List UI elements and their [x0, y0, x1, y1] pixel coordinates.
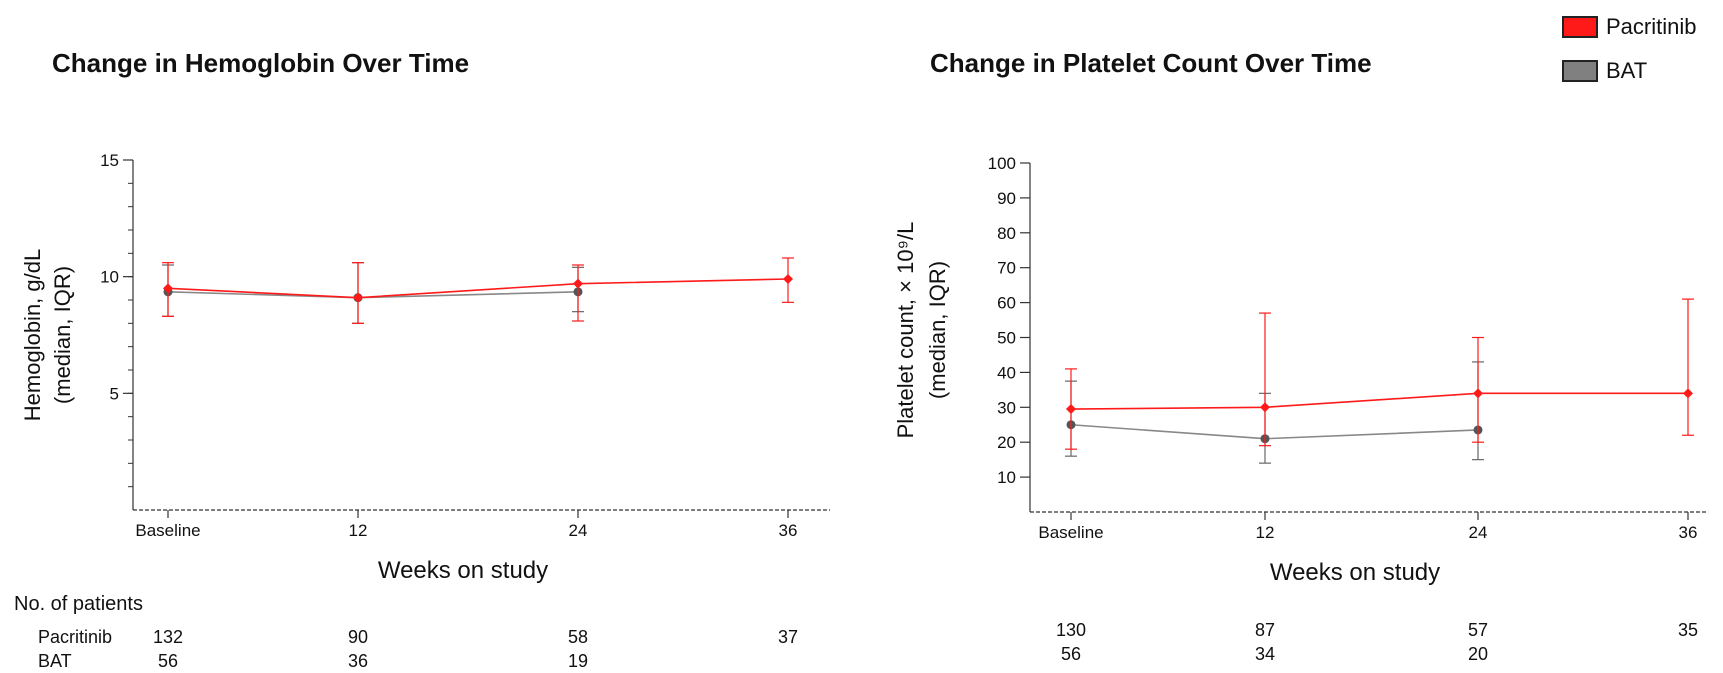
hb-pacritinib-point — [783, 274, 793, 284]
hb-patients-count: 58 — [568, 627, 588, 647]
plt-y-tick-label: 80 — [997, 224, 1016, 243]
plt-pacritinib-point — [1473, 388, 1483, 399]
plt-x-tick-label: 36 — [1679, 523, 1698, 542]
hb-x-tick-label: 12 — [349, 521, 368, 540]
hb-patients-count: 36 — [348, 651, 368, 671]
hb-patients-count: 56 — [158, 651, 178, 671]
hb-pacritinib-point — [353, 292, 363, 303]
hb-y-tick-label: 10 — [100, 268, 119, 287]
plt-patients-count: 130 — [1056, 620, 1086, 640]
plt-patients-count: 57 — [1468, 620, 1488, 640]
plt-patients-count: 35 — [1678, 620, 1698, 640]
patients-heading: No. of patients — [14, 593, 143, 615]
plt-x-axis-title: Weeks on study — [1270, 559, 1440, 586]
plt-x-tick-label: 12 — [1256, 523, 1275, 542]
plt-chart: 10 20 30 40 50 60 70 80 90 100 Baseline 12 24 36 Weeks… — [893, 154, 1708, 664]
hemoglobin-chart-title: Change in Hemoglobin Over Time — [52, 48, 470, 78]
plt-y-tick-label: 100 — [988, 154, 1016, 173]
hb-patients-count: 19 — [568, 651, 588, 671]
plt-patients-count: 56 — [1061, 644, 1081, 664]
plt-y-tick-label: 60 — [997, 294, 1016, 313]
plt-patients-count: 34 — [1255, 644, 1275, 664]
plt-patients-count: 20 — [1468, 644, 1488, 664]
plt-y-tick-label: 30 — [997, 398, 1016, 417]
hb-x-tick-label: Baseline — [135, 521, 200, 540]
plt-pacritinib-point — [1260, 402, 1270, 413]
hb-pacritinib-point — [163, 283, 173, 294]
hb-x-axis-title: Weeks on study — [378, 557, 548, 584]
hb-pacritinib-point — [573, 278, 583, 289]
legend: Pacritinib BAT — [1562, 12, 1696, 100]
hb-y-tick-label: 15 — [100, 151, 119, 170]
plt-x-tick-label: 24 — [1469, 523, 1488, 542]
hb-patients-row-label: Pacritinib — [38, 627, 112, 647]
plt-pacritinib-point — [1066, 404, 1076, 415]
legend-label-pacritinib: Pacritinib — [1606, 14, 1697, 39]
plt-y-tick-label: 70 — [997, 259, 1016, 278]
hb-x-tick-label: 24 — [569, 521, 588, 540]
plt-y-tick-label: 50 — [997, 329, 1016, 348]
hb-y-axis-title-line: (median, IQR) — [50, 266, 75, 404]
hb-pacritinib-line — [167, 278, 789, 299]
platelet-chart-title: Change in Platelet Count Over Time — [930, 48, 1372, 78]
hb-y-axis-title-line: Hemoglobin, g/dL — [20, 249, 45, 421]
hb-patients-count: 132 — [153, 627, 183, 647]
hb-patients-count: 90 — [348, 627, 368, 647]
legend-item-pacritinib: Pacritinib — [1562, 12, 1696, 42]
plt-y-tick-label: 10 — [997, 468, 1016, 487]
plt-patients-count: 87 — [1255, 620, 1275, 640]
plt-pacritinib-point — [1683, 388, 1693, 399]
plt-bat-line — [1070, 423, 1479, 440]
hb-x-tick-label: 36 — [779, 521, 798, 540]
plt-x-tick-label: Baseline — [1038, 523, 1103, 542]
plt-y-axis-title-line: (median, IQR) — [925, 261, 950, 399]
hb-chart: 5 10 15 Baseline 12 24 36 Weeks on study Hemoglo… — [20, 151, 830, 671]
legend-item-bat: BAT — [1562, 56, 1696, 86]
hb-patients-row-label: BAT — [38, 651, 72, 671]
hb-y-tick-label: 5 — [110, 384, 119, 403]
legend-swatch-pacritinib — [1562, 16, 1598, 38]
plt-y-tick-label: 20 — [997, 433, 1016, 452]
plt-y-axis-title-line: Platelet count, × 10⁹/L — [893, 222, 918, 439]
legend-swatch-bat — [1562, 60, 1598, 82]
plt-y-tick-label: 40 — [997, 363, 1016, 382]
plt-pacritinib-line — [1070, 392, 1688, 410]
plt-y-tick-label: 90 — [997, 189, 1016, 208]
legend-label-bat: BAT — [1606, 58, 1648, 83]
hb-patients-count: 37 — [778, 627, 798, 647]
